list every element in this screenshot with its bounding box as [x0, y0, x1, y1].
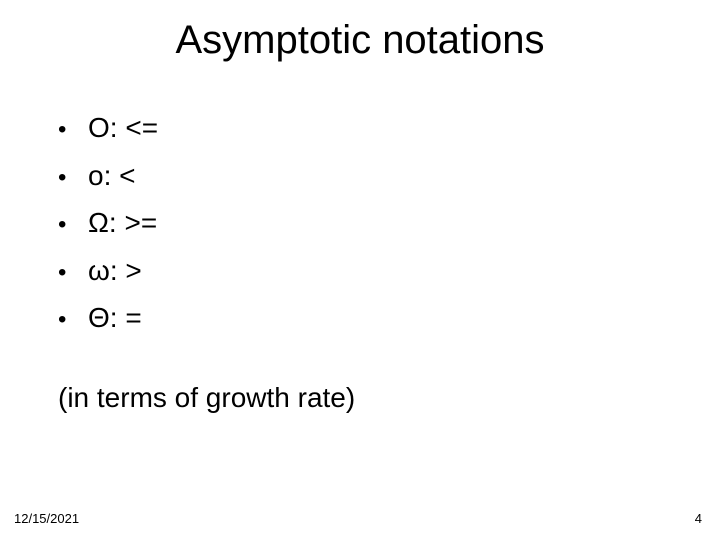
slide-title: Asymptotic notations	[0, 18, 720, 63]
bullet-text: ω: >	[88, 255, 142, 286]
bullet-text: Θ: =	[88, 302, 142, 333]
list-item: ω: >	[58, 247, 158, 295]
slide-note: (in terms of growth rate)	[58, 382, 355, 414]
list-item: Θ: =	[58, 294, 158, 342]
slide: Asymptotic notations O: <= o: < Ω: >= ω:…	[0, 0, 720, 540]
bullet-list: O: <= o: < Ω: >= ω: > Θ: =	[58, 104, 158, 342]
list-item: o: <	[58, 152, 158, 200]
bullet-text: o: <	[88, 160, 135, 191]
bullet-text: O: <=	[88, 112, 158, 143]
footer-date: 12/15/2021	[14, 511, 79, 526]
list-item: O: <=	[58, 104, 158, 152]
list-item: Ω: >=	[58, 199, 158, 247]
bullet-text: Ω: >=	[88, 207, 157, 238]
footer-page-number: 4	[695, 511, 702, 526]
